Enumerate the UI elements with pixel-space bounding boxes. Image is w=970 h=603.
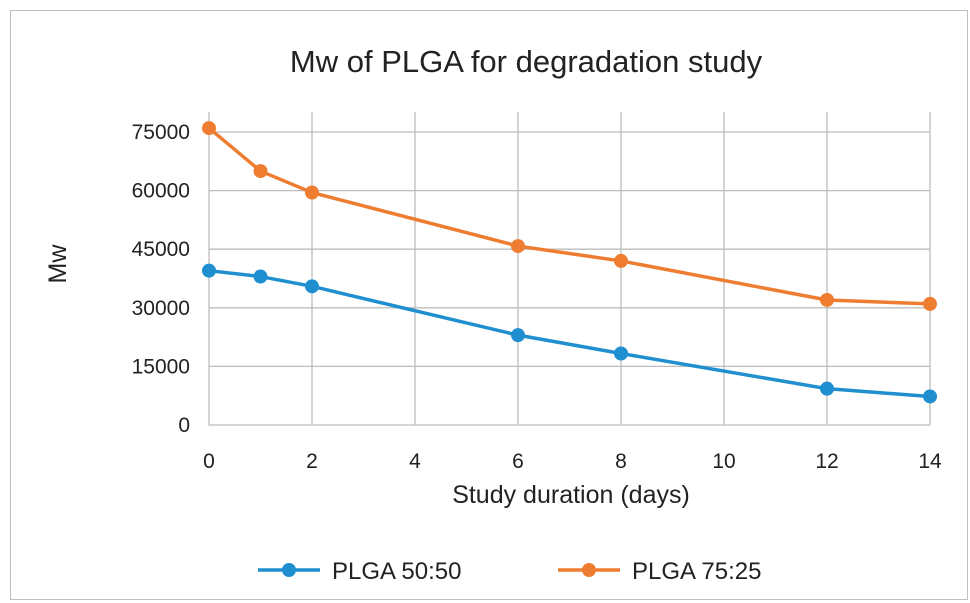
- y-tick-label: 60000: [132, 180, 190, 203]
- series-layer: [202, 121, 937, 404]
- chart-frame: [10, 10, 968, 600]
- series-line: [207, 126, 932, 306]
- data-point: [202, 121, 216, 136]
- x-tick-label: 14: [918, 450, 942, 473]
- x-tick-label: 0: [203, 450, 215, 473]
- y-tick-label: 0: [178, 414, 190, 437]
- data-point: [820, 292, 834, 307]
- data-point: [511, 239, 525, 254]
- x-tick-label: 10: [712, 450, 735, 473]
- data-point: [923, 296, 937, 311]
- y-tick-label: 30000: [132, 297, 190, 320]
- chart-title: Mw of PLGA for degradation study: [290, 44, 763, 79]
- grid: [208, 112, 931, 426]
- x-tick-label: 4: [409, 450, 421, 473]
- legend-label: PLGA 50:50: [332, 558, 461, 585]
- legend-item: PLGA 75:25: [558, 558, 761, 585]
- y-tick-label: 75000: [132, 121, 190, 144]
- legend: PLGA 50:50 PLGA 75:25: [258, 558, 761, 585]
- x-axis-ticks: 0 2 4 6 8 10 12 14: [203, 450, 942, 473]
- legend-label: PLGA 75:25: [632, 558, 761, 585]
- y-axis-ticks: 0 15000 30000 45000 60000 75000: [132, 121, 190, 437]
- data-point: [614, 346, 628, 361]
- series-2: [202, 121, 937, 311]
- legend-swatch-marker: [582, 563, 596, 577]
- x-tick-label: 6: [512, 450, 524, 473]
- x-tick-label: 2: [306, 450, 318, 473]
- series-1: [202, 263, 937, 404]
- data-point: [614, 253, 628, 268]
- data-point: [511, 328, 525, 343]
- y-axis-title: Mw: [44, 244, 72, 284]
- y-tick-label: 15000: [132, 355, 190, 378]
- y-tick-label: 45000: [132, 238, 190, 261]
- x-tick-label: 8: [615, 450, 627, 473]
- legend-item: PLGA 50:50: [258, 558, 461, 585]
- data-point: [202, 263, 216, 278]
- data-point: [305, 279, 319, 294]
- x-axis-title: Study duration (days): [452, 481, 690, 509]
- data-point: [923, 389, 937, 404]
- x-tick-label: 12: [815, 450, 838, 473]
- data-point: [820, 381, 834, 396]
- data-point: [305, 185, 319, 200]
- legend-swatch-marker: [282, 563, 296, 577]
- data-point: [253, 269, 268, 284]
- data-point: [253, 164, 268, 179]
